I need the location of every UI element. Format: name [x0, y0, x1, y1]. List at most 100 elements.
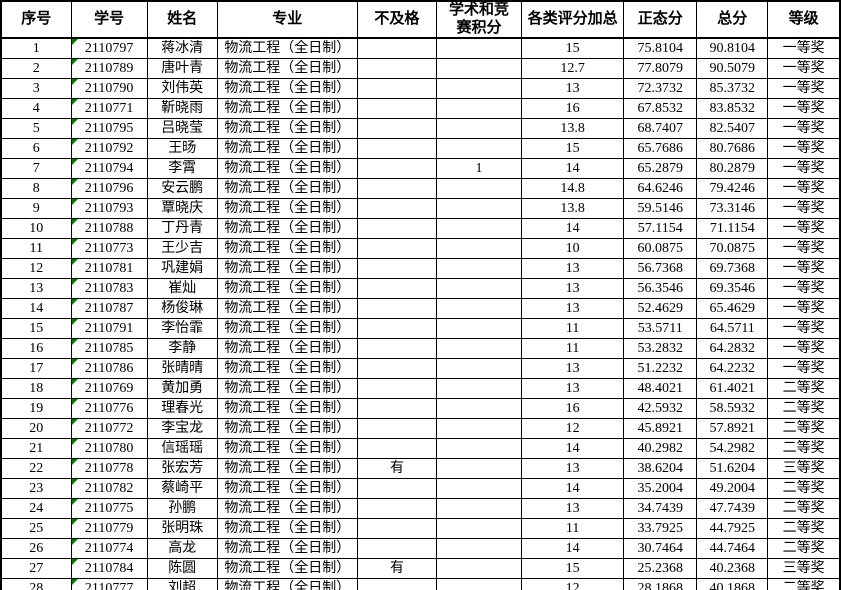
cell-fail[interactable] [356, 358, 437, 379]
cell-bonus[interactable] [435, 178, 523, 199]
cell-id[interactable]: 2110794 [70, 158, 148, 179]
cell-name[interactable]: 崔灿 [146, 278, 218, 299]
cell-norm[interactable]: 30.7464 [623, 538, 698, 559]
cell-sum[interactable]: 11 [521, 338, 625, 359]
cell-total[interactable]: 80.7686 [696, 138, 769, 159]
cell-sum[interactable]: 13 [521, 278, 625, 299]
cell-bonus[interactable] [435, 218, 523, 239]
cell-norm[interactable]: 28.1868 [623, 578, 698, 590]
column-header-grade[interactable]: 等级 [767, 0, 841, 39]
cell-no[interactable]: 7 [0, 158, 72, 179]
cell-no[interactable]: 14 [0, 298, 72, 319]
cell-total[interactable]: 49.2004 [696, 478, 769, 499]
cell-bonus[interactable] [435, 578, 523, 590]
cell-total[interactable]: 51.6204 [696, 458, 769, 479]
cell-major[interactable]: 物流工程（全日制） [216, 278, 358, 299]
cell-bonus[interactable] [435, 458, 523, 479]
cell-sum[interactable]: 13 [521, 78, 625, 99]
cell-major[interactable]: 物流工程（全日制） [216, 98, 358, 119]
cell-fail[interactable] [356, 98, 437, 119]
cell-major[interactable]: 物流工程（全日制） [216, 518, 358, 539]
cell-total[interactable]: 47.7439 [696, 498, 769, 519]
cell-norm[interactable]: 67.8532 [623, 98, 698, 119]
cell-name[interactable]: 李静 [146, 338, 218, 359]
cell-norm[interactable]: 38.6204 [623, 458, 698, 479]
cell-bonus[interactable] [435, 198, 523, 219]
cell-major[interactable]: 物流工程（全日制） [216, 318, 358, 339]
cell-fail[interactable] [356, 178, 437, 199]
cell-sum[interactable]: 16 [521, 398, 625, 419]
cell-fail[interactable] [356, 338, 437, 359]
cell-no[interactable]: 8 [0, 178, 72, 199]
cell-fail[interactable] [356, 518, 437, 539]
cell-name[interactable]: 理春光 [146, 398, 218, 419]
cell-no[interactable]: 23 [0, 478, 72, 499]
cell-id[interactable]: 2110792 [70, 138, 148, 159]
cell-fail[interactable] [356, 138, 437, 159]
cell-norm[interactable]: 72.3732 [623, 78, 698, 99]
cell-name[interactable]: 张晴晴 [146, 358, 218, 379]
cell-grade[interactable]: 二等奖 [767, 378, 841, 399]
cell-name[interactable]: 唐叶青 [146, 58, 218, 79]
column-header-norm[interactable]: 正态分 [623, 0, 698, 39]
cell-sum[interactable]: 12 [521, 418, 625, 439]
cell-name[interactable]: 丁丹青 [146, 218, 218, 239]
cell-no[interactable]: 3 [0, 78, 72, 99]
cell-id[interactable]: 2110782 [70, 478, 148, 499]
cell-name[interactable]: 张明珠 [146, 518, 218, 539]
cell-sum[interactable]: 11 [521, 318, 625, 339]
cell-id[interactable]: 2110777 [70, 578, 148, 590]
cell-total[interactable]: 65.4629 [696, 298, 769, 319]
cell-norm[interactable]: 25.2368 [623, 558, 698, 579]
cell-sum[interactable]: 13 [521, 498, 625, 519]
cell-grade[interactable]: 一等奖 [767, 78, 841, 99]
cell-grade[interactable]: 二等奖 [767, 418, 841, 439]
cell-sum[interactable]: 13 [521, 458, 625, 479]
cell-major[interactable]: 物流工程（全日制） [216, 258, 358, 279]
cell-norm[interactable]: 53.2832 [623, 338, 698, 359]
cell-grade[interactable]: 二等奖 [767, 578, 841, 590]
cell-major[interactable]: 物流工程（全日制） [216, 118, 358, 139]
cell-sum[interactable]: 10 [521, 238, 625, 259]
cell-name[interactable]: 王少吉 [146, 238, 218, 259]
column-header-name[interactable]: 姓名 [146, 0, 218, 39]
cell-name[interactable]: 李怡霏 [146, 318, 218, 339]
cell-name[interactable]: 靳晓雨 [146, 98, 218, 119]
cell-no[interactable]: 19 [0, 398, 72, 419]
cell-grade[interactable]: 二等奖 [767, 538, 841, 559]
cell-no[interactable]: 25 [0, 518, 72, 539]
cell-no[interactable]: 9 [0, 198, 72, 219]
cell-norm[interactable]: 75.8104 [623, 37, 698, 59]
cell-no[interactable]: 22 [0, 458, 72, 479]
cell-fail[interactable] [356, 378, 437, 399]
cell-total[interactable]: 57.8921 [696, 418, 769, 439]
cell-bonus[interactable] [435, 78, 523, 99]
cell-grade[interactable]: 一等奖 [767, 258, 841, 279]
cell-fail[interactable] [356, 238, 437, 259]
cell-bonus[interactable] [435, 338, 523, 359]
cell-grade[interactable]: 二等奖 [767, 398, 841, 419]
cell-name[interactable]: 黄加勇 [146, 378, 218, 399]
cell-major[interactable]: 物流工程（全日制） [216, 418, 358, 439]
cell-total[interactable]: 69.3546 [696, 278, 769, 299]
cell-sum[interactable]: 14 [521, 478, 625, 499]
cell-bonus[interactable] [435, 318, 523, 339]
cell-norm[interactable]: 65.7686 [623, 138, 698, 159]
cell-no[interactable]: 2 [0, 58, 72, 79]
cell-norm[interactable]: 77.8079 [623, 58, 698, 79]
cell-sum[interactable]: 12 [521, 578, 625, 590]
cell-total[interactable]: 90.5079 [696, 58, 769, 79]
column-header-sum[interactable]: 各类评分加总 [521, 0, 625, 39]
cell-no[interactable]: 15 [0, 318, 72, 339]
cell-sum[interactable]: 13 [521, 378, 625, 399]
cell-major[interactable]: 物流工程（全日制） [216, 238, 358, 259]
cell-total[interactable]: 83.8532 [696, 98, 769, 119]
cell-grade[interactable]: 一等奖 [767, 58, 841, 79]
cell-total[interactable]: 79.4246 [696, 178, 769, 199]
cell-grade[interactable]: 二等奖 [767, 518, 841, 539]
cell-name[interactable]: 王旸 [146, 138, 218, 159]
cell-bonus[interactable] [435, 98, 523, 119]
cell-bonus[interactable] [435, 418, 523, 439]
cell-sum[interactable]: 13 [521, 298, 625, 319]
cell-no[interactable]: 4 [0, 98, 72, 119]
